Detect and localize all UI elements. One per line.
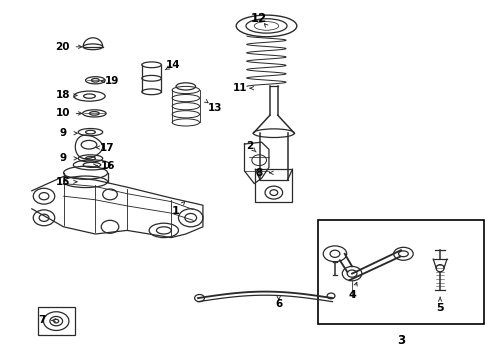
Text: 20: 20 xyxy=(55,42,70,52)
Text: 19: 19 xyxy=(105,76,120,86)
Text: 16: 16 xyxy=(100,161,115,171)
Text: 10: 10 xyxy=(55,108,70,118)
Bar xyxy=(38,307,75,335)
Text: 18: 18 xyxy=(55,90,70,100)
Bar xyxy=(317,220,483,324)
Text: 1: 1 xyxy=(172,206,180,216)
Bar xyxy=(255,169,292,202)
Text: 8: 8 xyxy=(255,168,262,178)
Text: 13: 13 xyxy=(207,103,222,113)
Text: 7: 7 xyxy=(38,315,45,325)
Text: 9: 9 xyxy=(59,153,66,163)
Text: 5: 5 xyxy=(435,303,443,313)
Text: 17: 17 xyxy=(100,143,115,153)
Text: 9: 9 xyxy=(59,128,66,138)
Text: 6: 6 xyxy=(275,299,282,309)
Text: 3: 3 xyxy=(396,334,404,347)
Text: 12: 12 xyxy=(250,12,267,24)
Text: 15: 15 xyxy=(55,177,70,187)
Text: 14: 14 xyxy=(166,60,181,70)
Text: 11: 11 xyxy=(232,83,246,93)
Text: 2: 2 xyxy=(245,141,252,151)
Text: 4: 4 xyxy=(347,290,355,300)
